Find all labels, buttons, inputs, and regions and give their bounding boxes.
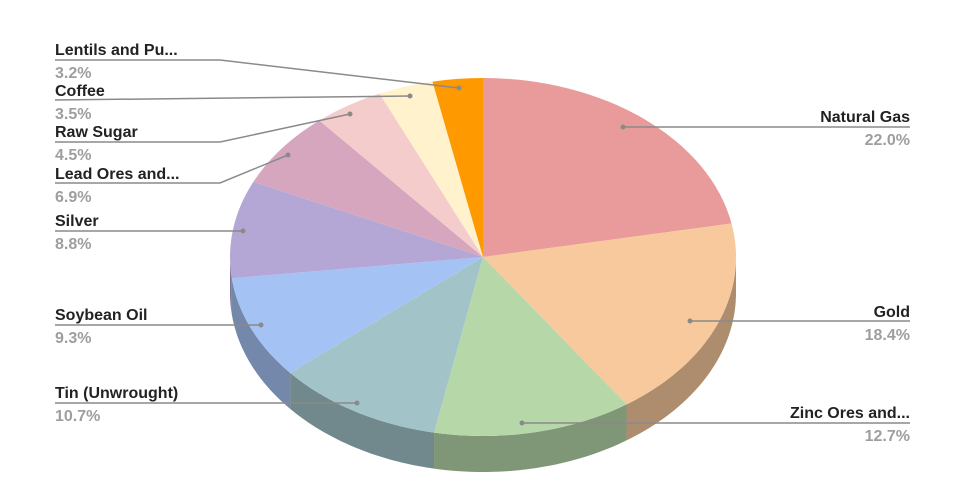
slice-label: Lentils and Pu...	[55, 42, 178, 59]
leader-dot	[258, 322, 264, 328]
slice-label: Coffee	[55, 83, 105, 100]
slice-value-label: 3.5%	[55, 106, 91, 123]
slice-value-label: 12.7%	[865, 428, 910, 445]
pie-slice[interactable]	[432, 78, 483, 257]
slice-label: Natural Gas	[820, 109, 910, 126]
leader-dot	[519, 420, 525, 426]
leader-dot	[407, 93, 413, 99]
pie-slice[interactable]	[379, 81, 483, 257]
slice-value-label: 6.9%	[55, 189, 91, 206]
leader-line	[55, 113, 351, 143]
pie-slice[interactable]	[253, 120, 483, 257]
slice-value-label: 4.5%	[55, 147, 91, 164]
slice-side	[230, 257, 232, 315]
slice-label: Tin (Unwrought)	[55, 385, 178, 402]
leader-line	[55, 154, 289, 184]
slice-value-label: 22.0%	[865, 132, 910, 149]
leader-dot	[285, 152, 291, 158]
pie-slice[interactable]	[231, 257, 483, 373]
slice-label: Raw Sugar	[55, 124, 138, 141]
pie-slice[interactable]	[290, 257, 483, 433]
pie-slices	[230, 78, 736, 436]
slice-value-label: 10.7%	[55, 408, 100, 425]
slice-side	[626, 257, 736, 441]
slice-label: Silver	[55, 213, 99, 230]
leader-dot	[347, 111, 353, 117]
leader-dot	[687, 318, 693, 324]
pie-slice[interactable]	[483, 223, 736, 405]
pie-sides	[230, 257, 736, 472]
slice-label: Zinc Ores and...	[790, 405, 910, 422]
slice-side	[290, 372, 435, 469]
leader-dot	[456, 85, 462, 91]
slice-label: Soybean Oil	[55, 307, 147, 324]
pie-slice[interactable]	[230, 181, 483, 279]
leader-line	[55, 59, 460, 89]
leader-line	[54, 95, 411, 101]
slice-value-label: 9.3%	[55, 330, 91, 347]
pie-slice[interactable]	[434, 257, 627, 436]
pie-slice[interactable]	[483, 78, 732, 257]
slice-label: Gold	[874, 304, 910, 321]
slice-label: Lead Ores and...	[55, 166, 179, 183]
slice-value-label: 3.2%	[55, 65, 91, 82]
slice-side	[434, 404, 627, 472]
leader-dot	[354, 400, 360, 406]
slice-value-label: 8.8%	[55, 236, 91, 253]
pie-slice[interactable]	[319, 93, 483, 257]
slice-value-label: 18.4%	[865, 327, 910, 344]
leader-dot	[620, 124, 626, 130]
slice-labels: Natural Gas 22.0% Gold 18.4% Zinc Ores and..…	[54, 42, 910, 445]
leader-dot	[240, 228, 246, 234]
slice-side	[231, 278, 291, 409]
